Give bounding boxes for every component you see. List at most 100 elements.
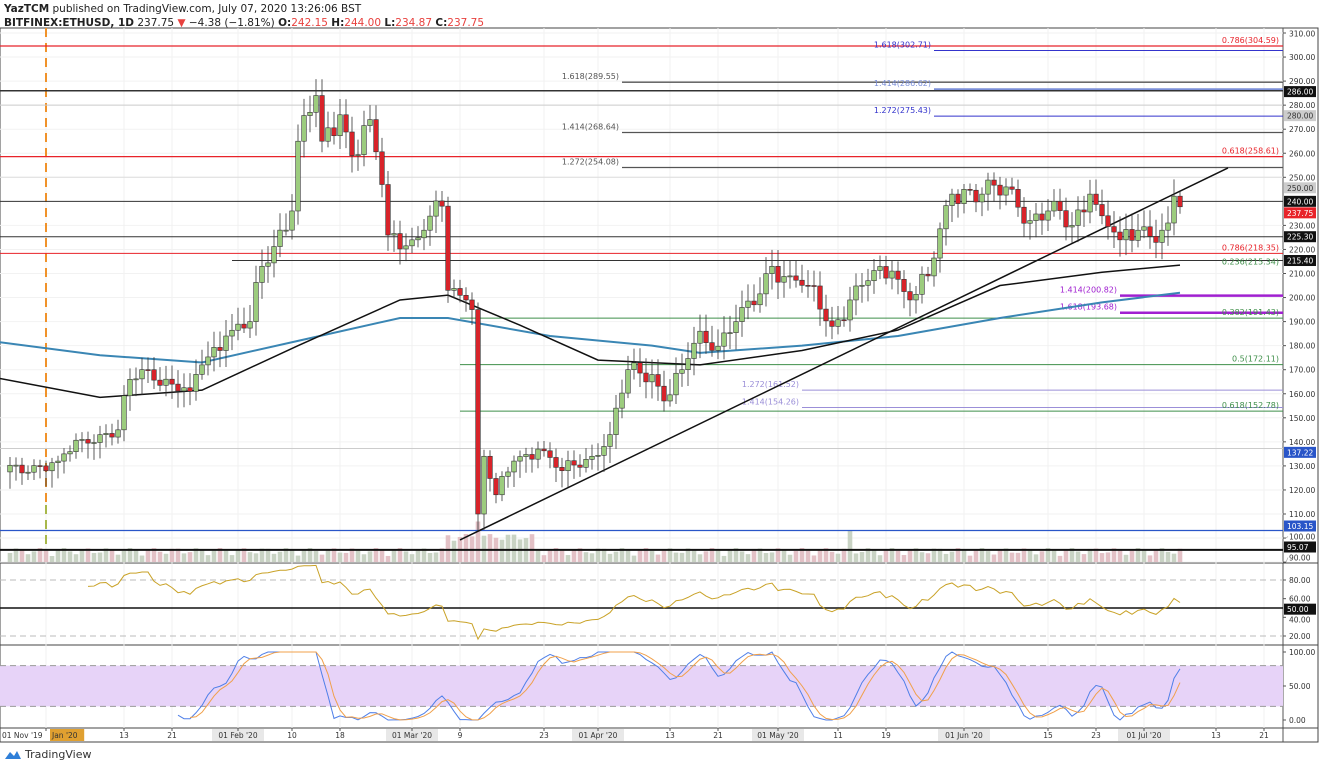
volume-bar bbox=[1027, 549, 1033, 562]
volume-bar bbox=[85, 548, 91, 562]
tradingview-logo[interactable]: TradingView bbox=[4, 748, 91, 761]
candle-down bbox=[529, 454, 535, 460]
price-badge-label: 215.40 bbox=[1287, 257, 1313, 266]
volume-bar bbox=[799, 548, 805, 562]
time-axis-label: 11 bbox=[833, 731, 843, 740]
candle-up bbox=[1159, 229, 1165, 243]
candle-up bbox=[193, 374, 199, 392]
price-tick-label: 170.00 bbox=[1289, 366, 1315, 375]
candle-down bbox=[751, 300, 757, 306]
volume-bar bbox=[37, 548, 43, 562]
candle-up bbox=[25, 471, 31, 474]
volume-bar bbox=[955, 548, 961, 562]
price-tick-label: 310.00 bbox=[1289, 30, 1315, 39]
candle-up bbox=[1033, 213, 1039, 221]
volume-bar bbox=[391, 550, 397, 562]
time-axis-label: 01 May '20 bbox=[757, 731, 799, 740]
volume-bar bbox=[505, 534, 511, 562]
candle-down bbox=[379, 151, 385, 185]
volume-bar bbox=[733, 548, 739, 562]
time-axis-highlight bbox=[50, 729, 85, 741]
volume-bar bbox=[199, 549, 205, 562]
candle-up bbox=[433, 200, 439, 217]
volume-bar bbox=[973, 550, 979, 562]
candle-up bbox=[115, 429, 121, 438]
price-tick-label: 300.00 bbox=[1289, 53, 1315, 62]
volume-bar bbox=[835, 553, 841, 562]
candle-up bbox=[421, 229, 427, 239]
price-badge bbox=[1284, 255, 1316, 267]
price-tick-label: 120.00 bbox=[1289, 486, 1315, 495]
candle-up bbox=[1171, 195, 1177, 224]
candle-down bbox=[883, 266, 889, 279]
time-axis-label: 13 bbox=[1211, 731, 1221, 740]
candle-down bbox=[637, 362, 643, 374]
volume-bar bbox=[769, 552, 775, 562]
candle-down bbox=[793, 275, 799, 281]
volume-bar bbox=[217, 548, 223, 562]
price-tick-label: 230.00 bbox=[1289, 221, 1315, 230]
volume-bar bbox=[433, 552, 439, 562]
low-value: 234.87 bbox=[395, 17, 433, 29]
volume-bar bbox=[817, 549, 823, 562]
volume-bar bbox=[439, 548, 445, 562]
volume-bar bbox=[1171, 553, 1177, 562]
candle-up bbox=[937, 228, 943, 259]
volume-bar bbox=[859, 552, 865, 562]
time-axis-label: 01 Apr '20 bbox=[579, 731, 618, 740]
candle-down bbox=[331, 127, 337, 137]
volume-bar bbox=[1153, 549, 1159, 562]
volume-bar bbox=[1081, 554, 1087, 562]
symbol: BITFINEX:ETHUSD, 1D bbox=[4, 17, 134, 29]
volume-bar bbox=[1117, 549, 1123, 562]
rsi-badge-label: 50.00 bbox=[1287, 605, 1309, 614]
volume-bar bbox=[535, 549, 541, 562]
candle-down bbox=[895, 270, 901, 280]
last-price: 237.75 bbox=[137, 17, 175, 29]
price-badge bbox=[1284, 182, 1316, 194]
volume-bar bbox=[529, 534, 535, 562]
candle-down bbox=[817, 285, 823, 310]
time-axis-label-bg bbox=[1118, 729, 1170, 741]
volume-bar bbox=[7, 552, 13, 562]
candle-up bbox=[685, 358, 691, 370]
candle-down bbox=[829, 320, 835, 327]
candle-down bbox=[703, 330, 709, 343]
volume-bar bbox=[661, 549, 667, 562]
volume-bar bbox=[373, 548, 379, 562]
change: −4.38 (−1.81%) bbox=[188, 17, 275, 29]
candle-down bbox=[1021, 206, 1027, 224]
candle-up bbox=[367, 119, 373, 126]
candle-down bbox=[811, 285, 817, 287]
volume-bar bbox=[325, 549, 331, 562]
fib-level-label: 0.5(172.11) bbox=[1232, 355, 1279, 364]
candle-up bbox=[865, 280, 871, 286]
volume-bar bbox=[1069, 548, 1075, 562]
volume-bar bbox=[361, 554, 367, 562]
candle-up bbox=[1075, 209, 1081, 226]
candle-down bbox=[1099, 204, 1105, 217]
price-badge-label: 286.00 bbox=[1287, 88, 1313, 97]
volume-bar bbox=[583, 552, 589, 562]
candle-up bbox=[403, 245, 409, 250]
candle-up bbox=[247, 321, 253, 329]
volume-bar bbox=[133, 550, 139, 562]
candle-down bbox=[385, 184, 391, 236]
publisher[interactable]: YazTCM bbox=[4, 3, 50, 15]
time-axis-label: 13 bbox=[119, 731, 129, 740]
volume-bar bbox=[727, 549, 733, 562]
candle-up bbox=[961, 189, 967, 204]
volume-bar bbox=[223, 550, 229, 562]
volume-bar bbox=[283, 548, 289, 562]
candle-up bbox=[943, 205, 949, 230]
candle-up bbox=[205, 356, 211, 366]
candle-down bbox=[823, 308, 829, 322]
candle-up bbox=[985, 179, 991, 195]
candle-up bbox=[613, 407, 619, 435]
candle-up bbox=[769, 265, 775, 274]
symbol-legend: BITFINEX:ETHUSD, 1D 237.75 ▼ −4.38 (−1.8… bbox=[4, 17, 484, 29]
candle-up bbox=[7, 464, 13, 473]
candle-up bbox=[67, 451, 73, 455]
